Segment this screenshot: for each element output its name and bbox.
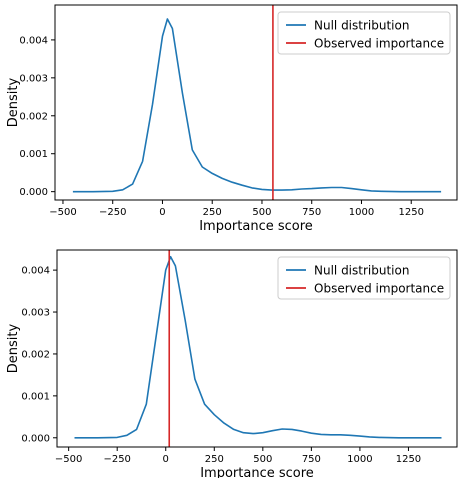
- x-tick-label: 1250: [396, 454, 421, 465]
- y-tick-label: 0.004: [19, 35, 48, 46]
- legend-label: Null distribution: [314, 19, 409, 33]
- x-tick-label: 750: [302, 207, 321, 218]
- legend-box: [277, 256, 451, 300]
- null-distribution-line: [74, 255, 442, 439]
- x-tick-label: 250: [205, 454, 224, 465]
- y-tick-label: 0.003: [19, 73, 48, 84]
- y-tick-label: 0.002: [21, 349, 50, 360]
- y-tick-label: 0.003: [21, 308, 50, 319]
- legend-label: Null distribution: [314, 264, 409, 278]
- x-tick-label: −500: [55, 454, 82, 465]
- x-tick-label: −250: [103, 454, 130, 465]
- y-tick-label: 0.000: [19, 187, 48, 198]
- legend-label: Observed importance: [314, 37, 444, 51]
- null-distribution-line: [72, 18, 442, 193]
- chart-panel-2: −500 −250 0 250 500 750 1000 1250 0.000 0.001 0.00…: [6, 249, 458, 478]
- x-tick-label: 1250: [399, 207, 424, 218]
- legend-label: Observed importance: [314, 282, 444, 296]
- x-axis-label: Importance score: [200, 466, 314, 478]
- legend-box: [277, 11, 451, 55]
- y-axis-label: Density: [6, 323, 21, 373]
- x-tick-label: 0: [163, 454, 169, 465]
- x-tick-label: −250: [99, 207, 126, 218]
- x-tick-label: 750: [302, 454, 321, 465]
- x-tick-label: 1000: [347, 454, 372, 465]
- chart-panel-1: −500 −250 0 250 500 750 1000 1250 0.000 0.001 0.00…: [6, 4, 458, 234]
- y-axis-label: Density: [6, 77, 21, 127]
- plot-frame: [56, 249, 458, 448]
- y-tick-label: 0.001: [21, 391, 50, 402]
- x-tick-label: 500: [253, 454, 272, 465]
- y-tick-label: 0.001: [19, 149, 48, 160]
- legend: Null distribution Observed importance: [277, 256, 451, 300]
- plot-frame: [54, 4, 458, 201]
- x-tick-label: −500: [49, 207, 76, 218]
- legend: Null distribution Observed importance: [277, 11, 451, 55]
- x-tick-label: 500: [252, 207, 271, 218]
- y-tick-label: 0.000: [21, 433, 50, 444]
- x-tick-label: 1000: [349, 207, 374, 218]
- x-tick-label: 250: [203, 207, 222, 218]
- y-tick-label: 0.004: [21, 266, 50, 277]
- x-tick-label: 0: [159, 207, 165, 218]
- y-tick-label: 0.002: [19, 111, 48, 122]
- x-axis-label: Importance score: [199, 219, 313, 234]
